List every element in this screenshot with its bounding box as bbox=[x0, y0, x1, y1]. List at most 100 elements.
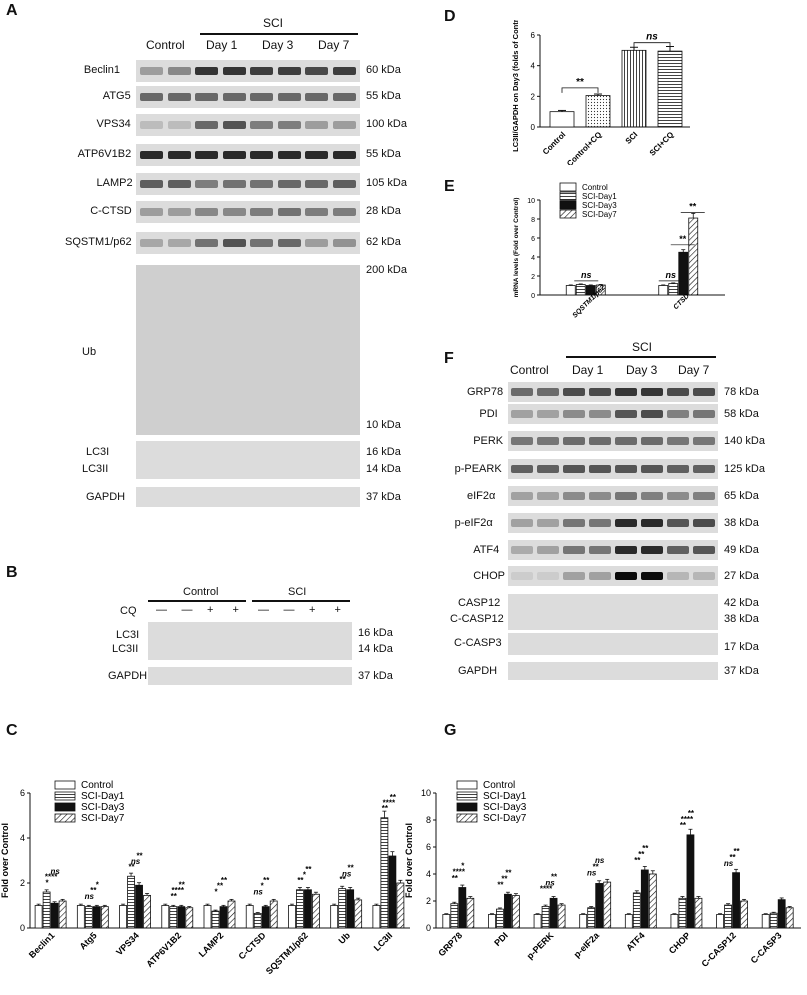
f-band bbox=[563, 492, 585, 500]
y-tick-label: 6 bbox=[531, 236, 535, 243]
y-tick-label: 8 bbox=[531, 217, 535, 224]
f-band bbox=[693, 388, 715, 396]
bar bbox=[761, 914, 770, 929]
significance-label: ns bbox=[724, 859, 734, 868]
y-tick-label: 8 bbox=[426, 815, 431, 825]
bar bbox=[777, 899, 786, 929]
bar bbox=[100, 906, 109, 929]
f-row-label: CHOP bbox=[473, 570, 505, 582]
legend-label: SCI-Day3 bbox=[582, 201, 617, 210]
significance-label: ** bbox=[305, 865, 312, 874]
legend-swatch bbox=[559, 200, 577, 210]
f-band bbox=[641, 492, 663, 500]
y-tick-label: 6 bbox=[531, 31, 536, 40]
band bbox=[222, 121, 246, 129]
bar bbox=[58, 900, 67, 929]
band bbox=[195, 121, 218, 129]
f-band bbox=[589, 492, 611, 500]
panel-label-c: C bbox=[6, 722, 18, 739]
lc3-blot bbox=[136, 441, 360, 479]
f-band bbox=[641, 519, 663, 527]
cq-sign: — bbox=[258, 604, 269, 616]
f-blot-row-8 bbox=[508, 566, 718, 586]
significance-label: **** bbox=[172, 886, 185, 895]
legend-label: SCI-Day1 bbox=[582, 192, 617, 201]
b-lc3ii-kda: 14 kDa bbox=[358, 643, 393, 655]
significance-label: **** bbox=[383, 798, 396, 807]
significance-label: ** bbox=[593, 862, 600, 871]
cq-sign: — bbox=[283, 604, 295, 616]
cq-label: CQ bbox=[120, 605, 137, 617]
significance-label: ns bbox=[50, 867, 60, 876]
bar bbox=[269, 900, 278, 929]
f-band bbox=[563, 572, 585, 580]
f-band bbox=[693, 572, 715, 580]
b-lc3-blot bbox=[148, 622, 352, 660]
bar bbox=[688, 217, 699, 296]
bar bbox=[668, 283, 679, 296]
significance-label: * bbox=[261, 882, 265, 891]
lc3ii-kda: 14 kDa bbox=[366, 463, 401, 475]
band bbox=[250, 93, 273, 101]
significance-label: ** bbox=[90, 886, 97, 895]
significance-label: ** bbox=[638, 850, 645, 859]
f-band bbox=[589, 465, 611, 473]
ub-blot bbox=[136, 265, 360, 435]
band bbox=[277, 151, 301, 159]
significance-label: ** bbox=[452, 874, 459, 883]
category-label: ATF4 bbox=[624, 930, 647, 953]
b-lc3i-kda: 16 kDa bbox=[358, 627, 393, 639]
significance-label: ** bbox=[688, 809, 695, 818]
bar bbox=[442, 914, 451, 929]
significance-label: ** bbox=[348, 864, 355, 873]
significance-label: ** bbox=[221, 876, 228, 885]
significance-label: ** bbox=[390, 793, 397, 802]
band bbox=[167, 151, 191, 159]
f-band bbox=[693, 465, 715, 473]
y-tick-label: 4 bbox=[20, 833, 25, 843]
band bbox=[195, 67, 218, 75]
f-band bbox=[589, 388, 611, 396]
day1-label: Day 1 bbox=[206, 38, 238, 52]
f-band bbox=[563, 465, 585, 473]
f-band bbox=[589, 410, 611, 418]
significance-label: ns bbox=[581, 270, 592, 280]
band bbox=[222, 67, 246, 75]
blot-row-5 bbox=[136, 173, 360, 195]
legend-swatch bbox=[54, 780, 76, 790]
bar bbox=[76, 905, 85, 929]
row-kda: 55 kDa bbox=[366, 90, 401, 102]
legend-swatch bbox=[54, 791, 76, 801]
f-band bbox=[667, 410, 689, 418]
y-tick-label: 6 bbox=[20, 788, 25, 798]
y-tick-label: 0 bbox=[531, 293, 535, 300]
f-band bbox=[537, 437, 559, 445]
f-band bbox=[537, 519, 559, 527]
row-label: ATP6V1B2 bbox=[77, 148, 132, 160]
cq-sign: + bbox=[309, 604, 316, 616]
bar bbox=[549, 111, 575, 128]
row-kda: 62 kDa bbox=[366, 236, 401, 248]
bar bbox=[632, 892, 641, 929]
f-band bbox=[667, 572, 689, 580]
band bbox=[277, 121, 301, 129]
y-tick-label: 4 bbox=[426, 869, 431, 879]
legend-label: Control bbox=[483, 780, 515, 791]
f-band bbox=[641, 465, 663, 473]
f-blot-row-5 bbox=[508, 486, 718, 506]
f-band bbox=[615, 572, 637, 580]
f-band bbox=[511, 572, 533, 580]
bar bbox=[595, 883, 604, 929]
significance-label: ns bbox=[131, 857, 141, 866]
significance-bracket bbox=[633, 42, 671, 48]
band bbox=[140, 180, 163, 188]
significance-label: ** bbox=[679, 234, 687, 244]
significance-label: ** bbox=[729, 853, 736, 862]
significance-label: * bbox=[303, 870, 307, 879]
gapdh-blot-a bbox=[136, 487, 360, 507]
row-kda: 60 kDa bbox=[366, 64, 401, 76]
f-band bbox=[667, 546, 689, 554]
bar bbox=[512, 895, 520, 929]
f-band bbox=[511, 388, 533, 396]
group-label-control: Control bbox=[146, 38, 185, 52]
